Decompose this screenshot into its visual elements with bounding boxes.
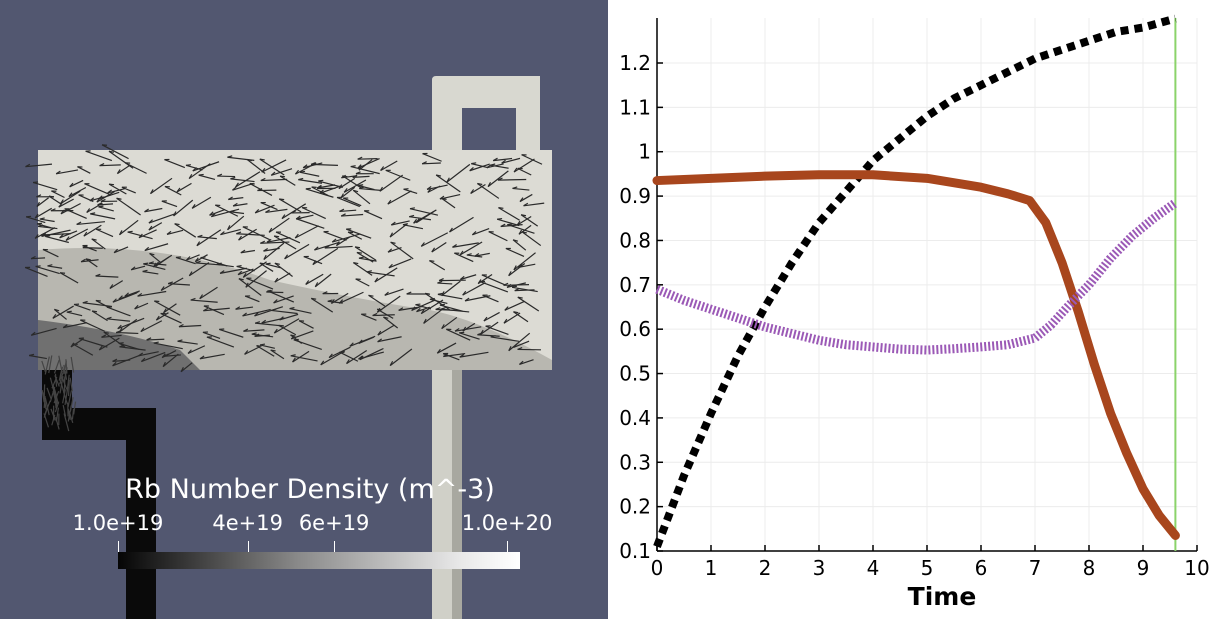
y-tick-label: 1.1 xyxy=(619,95,651,119)
y-tick-label: 1.2 xyxy=(619,51,651,75)
main-cell-dark xyxy=(38,320,200,370)
x-tick-label: 9 xyxy=(1137,556,1150,580)
colorbar-tick xyxy=(247,541,249,552)
x-tick-label: 2 xyxy=(759,556,772,580)
main-cell-shade xyxy=(38,248,552,370)
velocity-glyphs xyxy=(24,144,545,432)
series-line-1 xyxy=(652,170,1180,540)
y-tick-label: 0.2 xyxy=(619,495,651,519)
x-tick-label: 10 xyxy=(1184,556,1209,580)
y-tick-label: 0.8 xyxy=(619,228,651,252)
colorbar-tick-label: 1.0e+19 xyxy=(72,511,164,535)
colorbar-tick-label: 6e+19 xyxy=(298,511,370,535)
render-view[interactable]: Rb Number Density (m^-3) 1.0e+19 4e+19 6e+… xyxy=(0,0,608,619)
view-divider[interactable] xyxy=(608,0,611,619)
geometry-render[interactable] xyxy=(0,0,608,619)
y-tick-label: 0.3 xyxy=(619,450,651,474)
x-tick-label: 4 xyxy=(867,556,880,580)
colorbar-tick-label: 1.0e+20 xyxy=(461,511,553,535)
colorbar-tick xyxy=(507,541,509,552)
y-tick-label: 0.5 xyxy=(619,362,651,386)
colorbar-tick xyxy=(118,541,119,552)
series-line-0 xyxy=(653,14,1177,548)
y-tick-label: 0.9 xyxy=(619,184,651,208)
x-tick-label: 5 xyxy=(921,556,934,580)
y-tick-label: 1 xyxy=(638,140,651,164)
y-tick-label: 0.7 xyxy=(619,273,651,297)
colorbar-gradient[interactable] xyxy=(118,552,520,569)
colorbar-tick xyxy=(334,541,336,552)
line-chart[interactable]: 0.1 0.2 0.3 0.4 0.5 0.6 0.7 0.8 0.9 1 1.1 1.2 0 1 2 3 4 5… xyxy=(611,0,1216,619)
x-tick-label: 1 xyxy=(705,556,718,580)
colorbar-title: Rb Number Density (m^-3) xyxy=(125,474,495,505)
top-loop xyxy=(432,76,540,150)
y-tick-label: 0.1 xyxy=(619,539,651,563)
x-tick-label: 7 xyxy=(1029,556,1042,580)
x-tick-label: 3 xyxy=(813,556,826,580)
x-tick-label: 8 xyxy=(1083,556,1096,580)
plot-view[interactable]: 0.1 0.2 0.3 0.4 0.5 0.6 0.7 0.8 0.9 1 1.1 1.2 0 1 2 3 4 5… xyxy=(611,0,1216,619)
x-tick-label: 6 xyxy=(975,556,988,580)
x-axis-title: Time xyxy=(908,582,977,611)
colorbar-tick-label: 4e+19 xyxy=(212,511,283,535)
y-tick-label: 0.6 xyxy=(619,317,651,341)
x-tick-label: 0 xyxy=(651,556,664,580)
y-tick-label: 0.4 xyxy=(619,406,651,430)
series-line-2 xyxy=(655,199,1179,355)
